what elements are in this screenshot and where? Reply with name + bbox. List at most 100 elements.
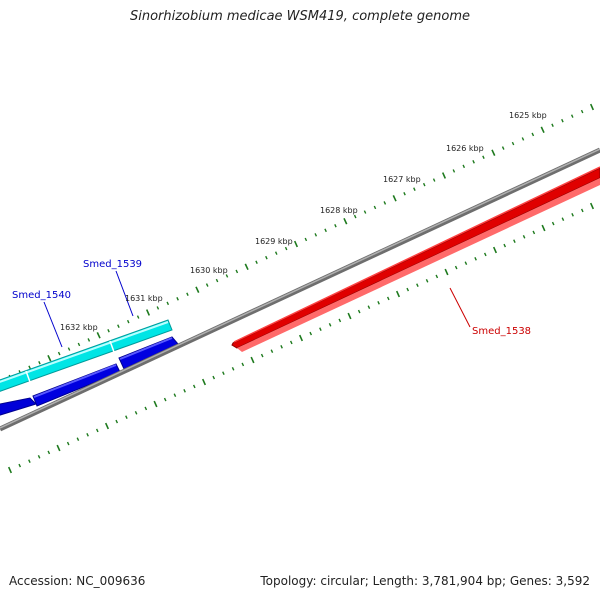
minor-tick: [324, 228, 327, 233]
minor-tick: [522, 235, 526, 239]
minor-tick: [255, 260, 258, 264]
minor-tick: [241, 362, 245, 367]
gene-smed-1538-cds[interactable]: [231, 166, 600, 352]
minor-tick: [561, 217, 565, 221]
minor-tick: [173, 393, 177, 397]
scale-label: 1627 kbp: [383, 175, 421, 184]
minor-tick: [422, 182, 426, 187]
major-tick: [492, 246, 498, 254]
major-tick: [244, 263, 249, 271]
minor-tick: [115, 419, 119, 424]
minor-tick: [386, 296, 390, 301]
minor-tick: [464, 261, 468, 265]
minor-tick: [383, 201, 387, 205]
minor-tick: [265, 255, 268, 260]
major-tick: [96, 332, 101, 339]
minor-tick: [363, 210, 367, 214]
scale-label: 1632 kbp: [60, 323, 98, 332]
minor-tick: [117, 324, 120, 328]
minor-tick: [452, 169, 456, 173]
minor-tick: [338, 318, 342, 323]
minor-tick: [284, 246, 288, 251]
minor-tick: [353, 214, 357, 219]
minor-tick: [304, 237, 308, 242]
minor-tick: [580, 208, 584, 213]
minor-tick: [503, 243, 507, 248]
minor-tick: [289, 340, 293, 345]
minor-tick: [425, 279, 429, 283]
gene-label-smed-1538[interactable]: Smed_1538: [472, 326, 531, 337]
major-tick: [104, 422, 110, 430]
genome-backbone: [0, 147, 600, 432]
minor-tick: [274, 251, 278, 255]
minor-tick: [67, 347, 71, 351]
minor-tick: [87, 338, 91, 342]
minor-tick: [413, 187, 416, 191]
major-tick: [392, 195, 397, 202]
minor-tick: [416, 283, 419, 287]
minor-tick: [222, 371, 225, 375]
minor-tick: [37, 455, 41, 459]
major-tick: [201, 378, 207, 386]
minor-tick: [270, 349, 274, 353]
major-tick: [395, 290, 401, 298]
minor-tick: [570, 114, 574, 118]
minor-tick: [513, 239, 516, 243]
major-tick: [441, 172, 447, 179]
outer-tick-ring: [0, 103, 595, 385]
major-tick: [7, 466, 13, 474]
gene-label-smed-1539[interactable]: Smed_1539: [83, 259, 142, 270]
inner-tick-ring: [7, 202, 595, 474]
gene-label-smed-1540[interactable]: Smed_1540: [12, 290, 71, 301]
minor-tick: [472, 160, 475, 164]
major-tick: [47, 354, 52, 362]
major-tick: [541, 224, 546, 232]
major-tick: [56, 444, 61, 452]
minor-tick: [186, 292, 189, 296]
minor-tick: [482, 155, 485, 159]
minor-tick: [205, 283, 209, 287]
minor-tick: [571, 213, 574, 217]
smed-1539-callout-line: [115, 270, 134, 317]
scale-label: 1626 kbp: [446, 144, 484, 153]
minor-tick: [551, 221, 555, 226]
minor-tick: [95, 428, 99, 433]
minor-tick: [28, 459, 31, 463]
major-tick: [250, 356, 255, 364]
minor-tick: [501, 146, 505, 150]
minor-tick: [136, 315, 140, 319]
minor-tick: [435, 274, 439, 279]
minor-tick: [328, 323, 332, 327]
minor-tick: [309, 331, 313, 336]
minor-tick: [18, 463, 22, 468]
major-tick: [444, 268, 449, 276]
minor-tick: [432, 178, 436, 182]
map-title: Sinorhizobium medicae WSM419, complete g…: [129, 9, 471, 24]
genome-summary-text: Topology: circular; Length: 3,781,904 bp…: [260, 574, 590, 588]
minor-tick: [377, 301, 380, 305]
minor-tick: [319, 327, 322, 331]
minor-tick: [406, 287, 410, 292]
minor-tick: [403, 192, 406, 196]
scale-label: 1625 kbp: [509, 111, 547, 120]
minor-tick: [144, 406, 148, 411]
major-tick: [293, 240, 299, 248]
major-tick: [589, 202, 595, 210]
minor-tick: [107, 329, 110, 333]
minor-tick: [260, 353, 264, 358]
minor-tick: [483, 252, 487, 257]
minor-tick: [57, 351, 61, 356]
gene-smed-1540-cds[interactable]: [0, 363, 121, 420]
minor-tick: [76, 437, 80, 441]
minor-tick: [166, 301, 170, 306]
scale-label: 1631 kbp: [125, 294, 163, 303]
scale-label: 1630 kbp: [190, 266, 228, 275]
minor-tick: [314, 233, 318, 237]
minor-tick: [125, 415, 128, 419]
accession-text: Accession: NC_009636: [9, 574, 146, 588]
minor-tick: [334, 224, 337, 228]
minor-tick: [367, 305, 371, 309]
smed-1540-callout-line: [43, 301, 63, 348]
minor-tick: [163, 397, 167, 402]
